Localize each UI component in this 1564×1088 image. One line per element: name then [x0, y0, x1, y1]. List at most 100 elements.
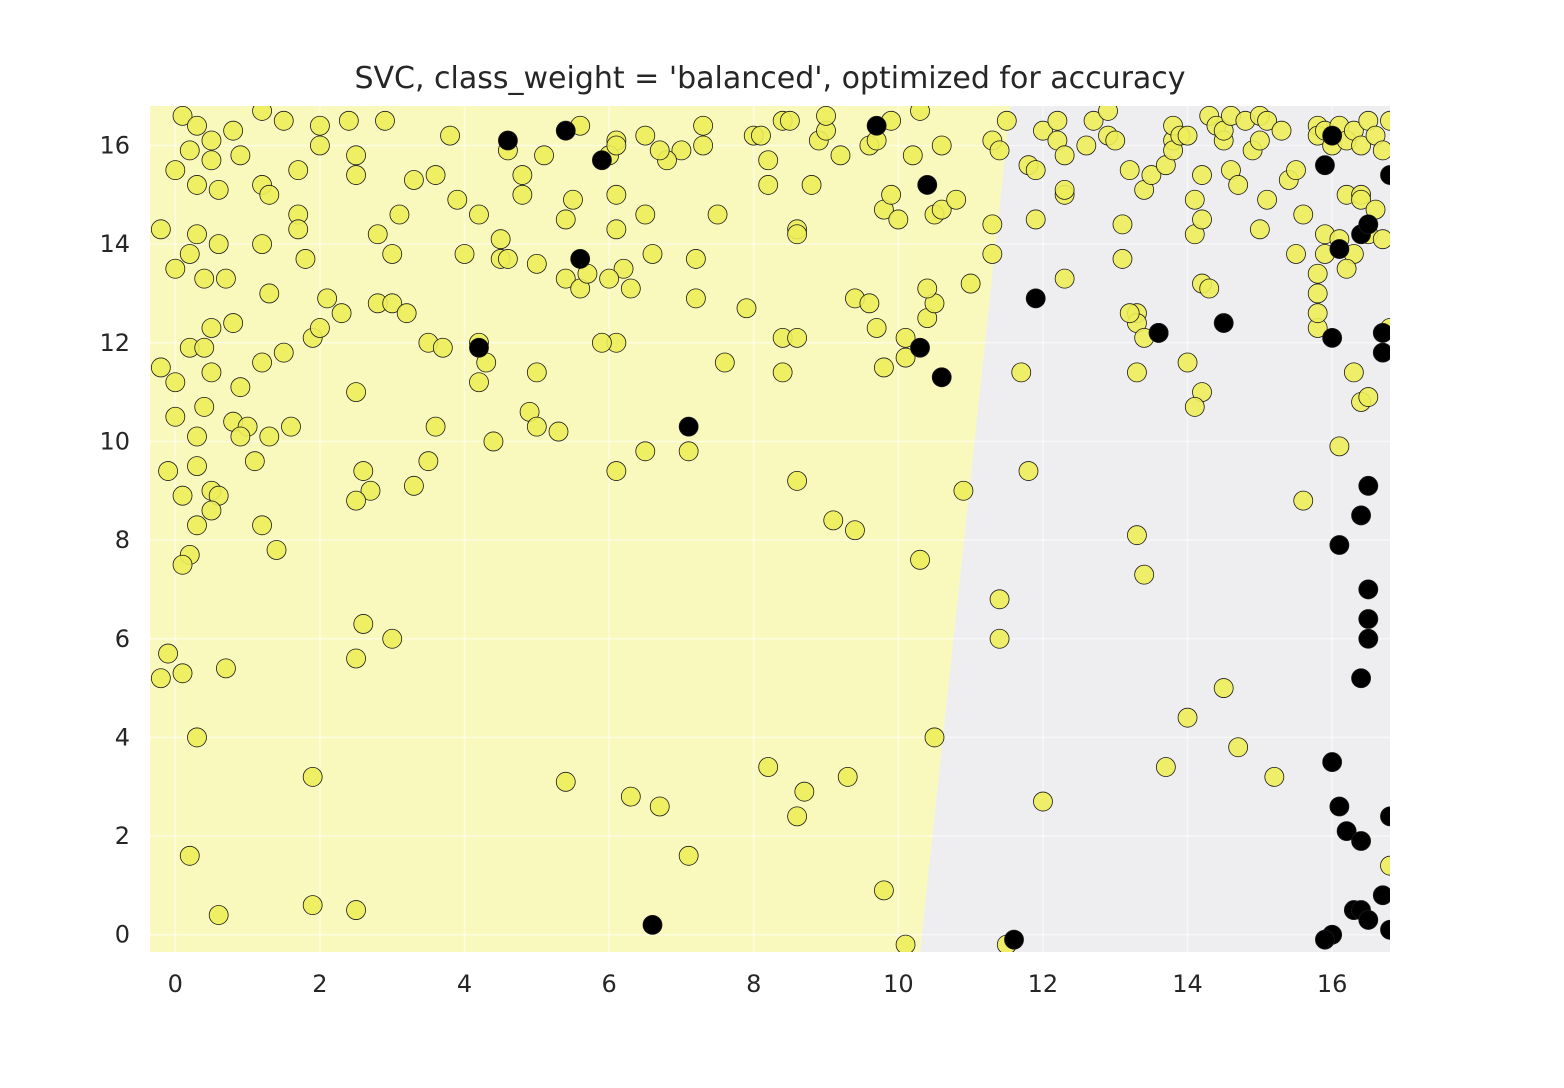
- point-class-yellow: [642, 244, 663, 264]
- point-class-yellow: [1380, 110, 1390, 131]
- point-class-yellow: [172, 485, 193, 506]
- point-class-yellow: [888, 209, 909, 230]
- point-class-yellow: [671, 140, 692, 161]
- scatter-points: [150, 106, 1390, 952]
- y-tick-label: 10: [99, 427, 130, 455]
- point-class-yellow: [1011, 362, 1032, 383]
- point-class-yellow: [252, 106, 272, 121]
- point-class-yellow: [302, 766, 323, 787]
- point-class-yellow: [1343, 362, 1364, 383]
- point-class-yellow: [1119, 160, 1140, 181]
- point-class-yellow: [165, 258, 186, 279]
- chart-title: SVC, class_weight = 'balanced', optimize…: [354, 61, 1185, 96]
- point-class-yellow: [1134, 564, 1155, 585]
- point-class-yellow: [1351, 135, 1371, 156]
- point-class-yellow: [1047, 110, 1068, 131]
- point-class-yellow: [1257, 110, 1277, 131]
- point-class-yellow: [346, 648, 366, 669]
- point-class-yellow: [469, 372, 489, 393]
- point-class-yellow: [1293, 490, 1314, 511]
- point-class-black: [1004, 929, 1024, 950]
- point-class-yellow: [317, 288, 338, 309]
- point-class-yellow: [1228, 175, 1249, 195]
- decision-region-right: [920, 106, 1390, 952]
- point-class-yellow: [1054, 145, 1075, 166]
- point-class-yellow: [194, 268, 215, 289]
- point-class-black: [1358, 609, 1379, 629]
- point-class-yellow: [1098, 106, 1118, 121]
- point-class-yellow: [150, 668, 171, 689]
- point-class-yellow: [837, 766, 858, 787]
- y-tick-label: 16: [99, 131, 130, 159]
- point-class-yellow: [382, 244, 403, 264]
- x-tick-label: 4: [457, 970, 472, 998]
- point-class-yellow: [1025, 160, 1046, 181]
- point-class-yellow: [620, 278, 641, 299]
- point-class-black: [1358, 579, 1379, 600]
- point-class-yellow: [1018, 461, 1039, 481]
- point-class-black: [570, 249, 591, 269]
- point-class-yellow: [165, 372, 186, 393]
- point-class-yellow: [346, 382, 366, 403]
- point-class-yellow: [707, 204, 728, 225]
- y-tick-label: 14: [99, 230, 130, 258]
- point-class-yellow: [1372, 140, 1390, 161]
- point-class-yellow: [758, 150, 779, 171]
- point-class-yellow: [1264, 766, 1285, 787]
- point-class-yellow: [534, 145, 554, 166]
- point-class-yellow: [1112, 214, 1133, 235]
- point-class-yellow: [1033, 791, 1053, 812]
- point-class-black: [1315, 155, 1335, 176]
- point-class-yellow: [353, 614, 374, 634]
- point-class-yellow: [1127, 525, 1147, 546]
- point-class-yellow: [678, 441, 699, 462]
- point-class-yellow: [201, 150, 222, 171]
- point-class-black: [1329, 239, 1350, 259]
- point-class-yellow: [1054, 179, 1075, 200]
- point-class-yellow: [714, 352, 735, 373]
- point-class-black: [1358, 910, 1379, 930]
- point-class-yellow: [425, 416, 446, 437]
- point-class-black: [642, 914, 663, 935]
- point-class-yellow: [230, 377, 251, 398]
- point-class-yellow: [1293, 204, 1314, 225]
- point-class-yellow: [172, 554, 193, 575]
- point-class-yellow: [1192, 209, 1212, 230]
- point-class-yellow: [404, 475, 424, 496]
- point-class-yellow: [346, 900, 366, 920]
- point-class-yellow: [931, 135, 952, 156]
- point-class-black: [1380, 806, 1390, 827]
- point-class-yellow: [606, 461, 627, 481]
- point-class-yellow: [787, 224, 808, 245]
- point-class-yellow: [555, 268, 576, 289]
- point-class-yellow: [555, 771, 576, 792]
- point-class-yellow: [1336, 258, 1357, 279]
- point-class-yellow: [194, 397, 215, 417]
- plot-area: [150, 106, 1390, 952]
- point-class-black: [931, 367, 952, 388]
- point-class-yellow: [483, 431, 504, 452]
- point-class-black: [1322, 752, 1343, 772]
- point-class-yellow: [1141, 165, 1162, 185]
- point-class-yellow: [787, 471, 808, 491]
- point-class-yellow: [179, 845, 200, 866]
- point-class-yellow: [346, 165, 366, 185]
- point-class-yellow: [201, 362, 222, 383]
- point-class-yellow: [338, 110, 359, 131]
- point-class-yellow: [526, 253, 547, 274]
- point-class-black: [1315, 929, 1335, 950]
- point-class-yellow: [1112, 249, 1133, 269]
- point-class-yellow: [208, 905, 229, 925]
- y-tick-label: 8: [115, 526, 130, 554]
- point-class-yellow: [1119, 303, 1140, 324]
- point-class-yellow: [1307, 263, 1328, 284]
- point-class-yellow: [1351, 189, 1371, 210]
- point-class-yellow: [367, 224, 388, 245]
- point-class-yellow: [823, 510, 844, 531]
- point-class-yellow: [794, 781, 815, 802]
- point-class-yellow: [736, 298, 757, 319]
- point-class-yellow: [555, 209, 576, 230]
- point-class-yellow: [498, 249, 518, 269]
- point-class-black: [591, 150, 612, 171]
- y-tick-label: 12: [99, 329, 130, 357]
